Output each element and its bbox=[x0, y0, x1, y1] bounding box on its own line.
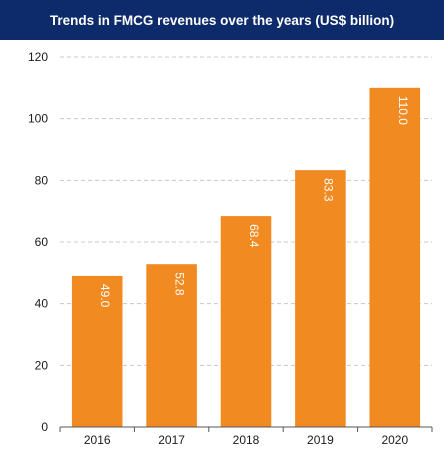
bars bbox=[71, 87, 421, 428]
x-tick-label: 2019 bbox=[307, 433, 334, 447]
y-tick-label: 120 bbox=[28, 50, 48, 64]
x-tick-label: 2017 bbox=[158, 433, 185, 447]
bar-value-label: 83.3 bbox=[321, 178, 335, 202]
bar-value-label: 52.8 bbox=[173, 272, 187, 296]
bar-value-label: 49.0 bbox=[98, 284, 112, 308]
bar-value-label: 68.4 bbox=[247, 224, 261, 248]
bar-2016 bbox=[71, 275, 123, 427]
y-tick-label: 100 bbox=[28, 112, 48, 126]
bar-2019 bbox=[295, 170, 346, 428]
x-tick-label: 2016 bbox=[84, 433, 111, 447]
bar-2017 bbox=[146, 264, 197, 427]
bar-2020 bbox=[369, 87, 421, 427]
x-tick-labels: 2016 2017 2018 2019 2020 bbox=[84, 433, 409, 447]
x-tick-label: 2020 bbox=[381, 433, 408, 447]
y-tick-label: 80 bbox=[35, 173, 49, 187]
chart-title: Trends in FMCG revenues over the years (… bbox=[0, 0, 444, 40]
x-tick-label: 2018 bbox=[233, 433, 260, 447]
y-tick-label: 60 bbox=[35, 235, 49, 249]
bar-2018 bbox=[220, 216, 272, 427]
x-axis bbox=[59, 426, 433, 432]
bar-value-labels: 49.0 52.8 68.4 83.3 110.0 bbox=[98, 96, 410, 308]
y-tick-label: 20 bbox=[35, 358, 49, 372]
y-tick-labels: 0 20 40 60 80 100 120 bbox=[28, 50, 48, 434]
y-tick-label: 40 bbox=[35, 297, 49, 311]
bar-value-label: 110.0 bbox=[396, 96, 410, 125]
y-tick-label: 0 bbox=[41, 420, 48, 434]
